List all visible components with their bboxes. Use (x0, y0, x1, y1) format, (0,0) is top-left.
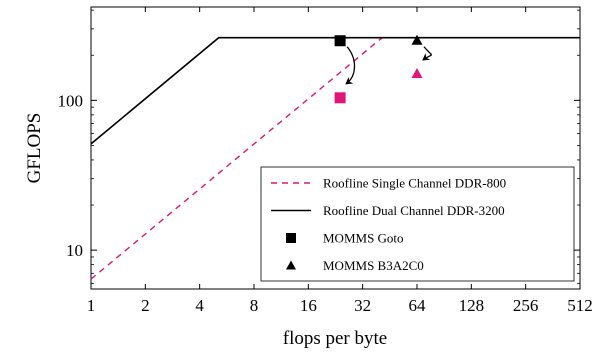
y-tick-label: 100 (58, 91, 84, 110)
x-axis-label: flops per byte (283, 328, 387, 349)
x-tick-label: 4 (195, 296, 204, 315)
legend-label: MOMMS B3A2C0 (323, 258, 424, 273)
x-tick-label: 256 (513, 296, 539, 315)
y-tick-label: 10 (66, 241, 83, 260)
arrows-layer (345, 46, 433, 85)
legend: Roofline Single Channel DDR-800 Roofline … (260, 166, 575, 282)
x-tick-label: 64 (409, 296, 427, 315)
x-tick-label: 16 (300, 296, 317, 315)
legend-label: Roofline Dual Channel DDR-3200 (323, 203, 505, 218)
y-axis-label: GFLOPS (24, 113, 45, 184)
plot-frame (90, 6, 581, 290)
point-triangle-marker (411, 67, 423, 78)
legend-symbol-square (286, 233, 296, 243)
lines-layer (90, 36, 580, 280)
x-tick-label: 1 (87, 296, 96, 315)
x-tick-label: 128 (459, 296, 485, 315)
x-tick-label: 32 (354, 296, 371, 315)
points-layer (334, 34, 423, 104)
x-tick-label: 512 (567, 296, 593, 315)
series-line-dual-channel (90, 36, 580, 145)
ticks-layer: 1 2 4 8 16 32 64 128 256 512 10 100 (58, 7, 593, 315)
legend-symbol-triangle (286, 260, 296, 270)
transition-arrow (422, 46, 433, 61)
transition-arrow (345, 46, 356, 85)
legend-label: Roofline Single Channel DDR-800 (323, 176, 506, 191)
point-square-marker (334, 92, 346, 104)
point-square-marker (334, 35, 346, 47)
legend-label: MOMMS Goto (323, 231, 404, 246)
legend-box (260, 166, 575, 282)
x-tick-label: 8 (250, 296, 259, 315)
point-triangle-marker (411, 34, 423, 45)
x-tick-label: 2 (141, 296, 150, 315)
